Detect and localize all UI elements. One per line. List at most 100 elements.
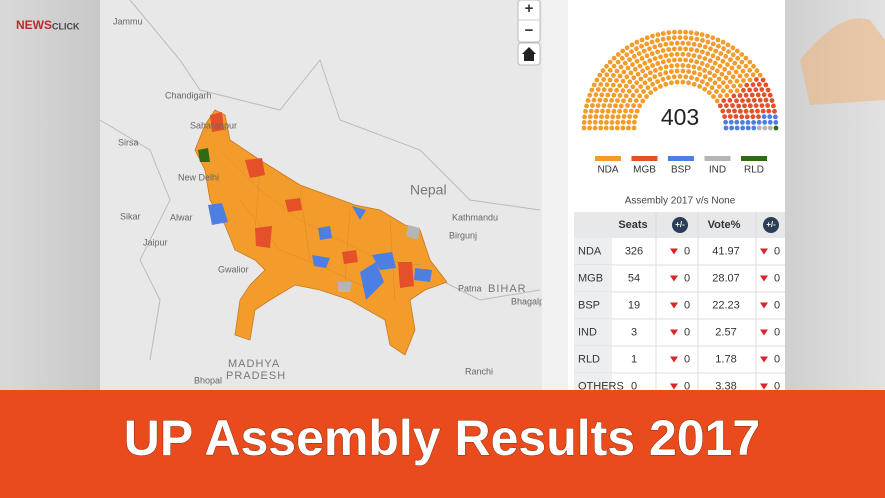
seat-dot — [747, 103, 753, 109]
legend: NDA MGB BSP IND RLD — [595, 156, 767, 176]
seat-dot — [591, 97, 597, 103]
seat-dot — [730, 52, 736, 58]
seats: 19 — [628, 299, 640, 311]
seat-dot — [644, 94, 649, 99]
seat-dot — [700, 49, 705, 55]
district-patches — [198, 112, 432, 300]
legend-label: RLD — [744, 165, 764, 176]
seat-dot — [731, 83, 737, 89]
legend-swatch — [631, 156, 658, 161]
seat-dot — [660, 76, 666, 82]
seat-dot — [614, 125, 620, 131]
seat-dot — [757, 97, 763, 103]
seat-dot — [756, 82, 762, 87]
seat-dot — [617, 83, 623, 88]
seat-dot — [726, 70, 732, 76]
seat-dot — [721, 98, 727, 103]
seat-dot — [743, 55, 749, 61]
seat-dot — [697, 72, 703, 77]
seat-dot — [677, 57, 683, 63]
seat-dot — [660, 31, 666, 36]
seat-dot — [733, 69, 739, 75]
seat-dot — [742, 103, 747, 109]
seat-dot — [669, 52, 674, 58]
seat-dot — [615, 59, 621, 65]
seat-dot — [727, 97, 733, 103]
seat-dot — [754, 77, 759, 82]
seat-dot — [587, 114, 593, 120]
down-arrow — [760, 383, 768, 390]
seat-dot — [750, 72, 756, 78]
seat-dot — [631, 125, 637, 131]
seat-dot — [732, 108, 737, 114]
zoom-in[interactable]: + — [525, 0, 534, 17]
seat-dot — [760, 77, 766, 83]
seat-dot — [744, 82, 750, 88]
seat-dot — [745, 120, 751, 125]
seat-dot — [763, 97, 769, 103]
seat-dot — [674, 51, 680, 57]
seat-dot — [611, 108, 617, 114]
seat-dot — [707, 70, 713, 76]
seat-dot — [710, 41, 716, 47]
seat-dot — [713, 48, 719, 54]
zoom-out[interactable]: − — [525, 22, 534, 39]
seat-dot — [720, 39, 726, 45]
map-label: MADHYA — [228, 358, 280, 370]
seat-dot — [593, 92, 599, 98]
seat-dot — [663, 53, 669, 58]
seat-dot — [754, 68, 760, 74]
seat-dot — [658, 54, 663, 60]
seat-dot — [607, 77, 613, 83]
seat-dot — [628, 108, 634, 114]
seat-dot — [638, 76, 644, 82]
seat-dot — [744, 73, 749, 78]
party-name: MGB — [578, 272, 603, 284]
seats-change: 0 — [684, 380, 690, 392]
map-label: Jammu — [113, 16, 143, 26]
seat-dot — [683, 57, 688, 63]
seat-dot — [604, 63, 609, 69]
seat-dot — [694, 36, 700, 42]
seat-dot — [638, 84, 644, 89]
seat-dot — [772, 108, 777, 114]
seat-dot — [627, 114, 633, 119]
seat-dot — [734, 98, 739, 104]
toggle-icon — [672, 217, 688, 233]
seat-dot — [739, 59, 745, 65]
seat-dot — [739, 52, 745, 57]
vote-share: 28.07 — [712, 272, 740, 284]
seat-dot — [639, 56, 645, 61]
seat-dot — [726, 108, 732, 114]
seat-dot — [715, 37, 721, 43]
seat-dot — [747, 77, 753, 83]
seat-dot — [643, 73, 648, 79]
zoom-box — [517, 0, 541, 43]
seat-dot — [640, 98, 646, 104]
seat-dot — [629, 42, 635, 48]
seat-dot — [712, 80, 718, 86]
seat-dot — [686, 69, 691, 74]
map-label: Kathmandu — [452, 212, 498, 222]
seat-dot — [611, 63, 617, 69]
seat-dot — [625, 65, 631, 71]
seat-dot — [677, 46, 683, 52]
seat-dot — [737, 73, 743, 79]
seat-dot — [728, 119, 734, 125]
seat-dot — [601, 77, 606, 82]
seat-dot — [757, 72, 763, 78]
seat-dot — [712, 73, 717, 79]
seat-dot — [737, 83, 743, 88]
seat-dot — [697, 43, 703, 48]
seat-dot — [625, 103, 630, 108]
seat-dot — [765, 103, 770, 108]
seat-dot — [644, 35, 650, 41]
seat-dot — [724, 103, 729, 108]
seat-dot — [686, 41, 691, 46]
border — [99, 119, 171, 361]
seat-dot — [611, 92, 617, 98]
seat-dot — [762, 125, 768, 131]
seat-dot — [620, 119, 626, 125]
seat-dot — [652, 74, 658, 80]
seat-dot — [691, 41, 697, 47]
